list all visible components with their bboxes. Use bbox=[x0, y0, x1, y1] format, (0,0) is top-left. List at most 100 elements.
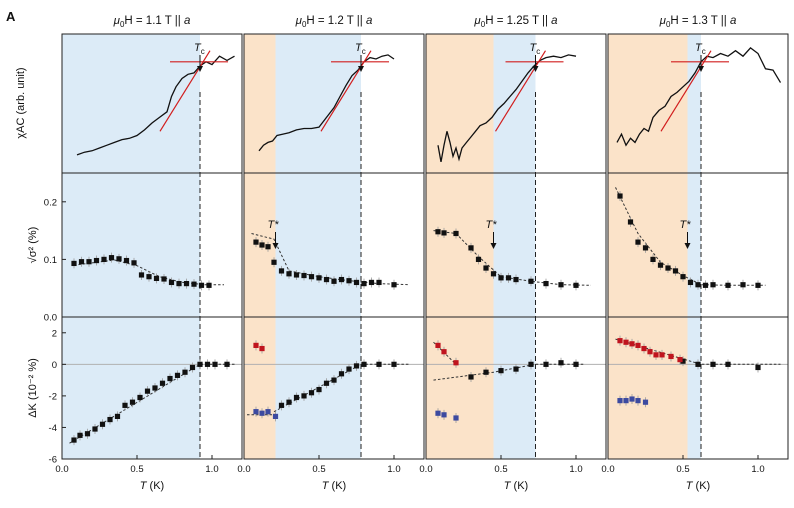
dk-point bbox=[391, 361, 397, 367]
tc-arrow-head bbox=[197, 66, 203, 72]
dk-point bbox=[376, 361, 382, 367]
dk-point bbox=[182, 369, 188, 375]
sigma-point bbox=[505, 275, 512, 281]
dk-point bbox=[152, 385, 158, 391]
dk-point bbox=[498, 368, 504, 374]
sigma-point bbox=[206, 282, 212, 288]
sigma-point bbox=[740, 282, 746, 288]
sigma-point bbox=[391, 282, 397, 288]
dk-point bbox=[573, 361, 579, 367]
sigma-point bbox=[513, 276, 519, 283]
sigma-point bbox=[286, 271, 292, 277]
tc-label: Tc bbox=[530, 42, 541, 56]
sigma-point bbox=[308, 274, 315, 280]
column-title: μ0H = 1.1 T || a bbox=[113, 15, 191, 29]
dk-point bbox=[543, 361, 549, 367]
blue-region bbox=[687, 34, 701, 459]
sigma-point bbox=[259, 242, 265, 248]
tc-label: Tc bbox=[695, 42, 706, 56]
tstar-label: T* bbox=[268, 219, 280, 231]
dk-y-tick-label: -4 bbox=[49, 423, 57, 434]
blue-region bbox=[275, 34, 361, 459]
plot-frame bbox=[607, 316, 789, 460]
sigma-point bbox=[116, 256, 122, 262]
dk-point bbox=[513, 366, 519, 372]
dk-point bbox=[695, 361, 701, 367]
dk-point bbox=[725, 361, 731, 367]
dk-positive-point bbox=[641, 345, 647, 352]
sigma-point bbox=[687, 279, 694, 286]
sigma-point bbox=[498, 275, 504, 281]
sigma-point bbox=[490, 271, 497, 277]
dk-negative-point bbox=[617, 398, 623, 404]
x-tick-label: 0.0 bbox=[237, 464, 250, 475]
dk-point bbox=[122, 402, 128, 408]
dk-point bbox=[755, 364, 761, 371]
sigma-point bbox=[316, 275, 322, 281]
dk-point bbox=[293, 394, 300, 401]
chi-ac-curve bbox=[258, 54, 395, 152]
tc-arrow-head bbox=[532, 66, 539, 72]
sigma-point bbox=[558, 282, 564, 288]
dk-negative-point bbox=[453, 415, 459, 421]
sigma-point bbox=[672, 268, 679, 274]
sigma-point bbox=[435, 229, 441, 235]
x-tick-label: 1.0 bbox=[205, 464, 218, 475]
chi-ac-curve bbox=[437, 54, 577, 163]
tstar-label: T* bbox=[680, 219, 692, 231]
dk-point bbox=[204, 361, 211, 367]
sigma-point bbox=[153, 275, 160, 282]
tstar-arrow-head bbox=[490, 243, 497, 249]
sigma-point bbox=[368, 279, 375, 286]
sigma-point bbox=[323, 276, 330, 283]
dk-point bbox=[129, 399, 136, 405]
sigma-y-tick-label: 0.1 bbox=[44, 255, 57, 266]
tstar-arrow-head bbox=[684, 243, 691, 249]
blue-region bbox=[62, 34, 200, 459]
sigma-point bbox=[665, 265, 671, 271]
orange-region bbox=[426, 34, 494, 459]
dk-point bbox=[316, 386, 322, 393]
panel-column-2: Tc T* μ0H = 1.2 T || a 0.0 0.5 1.0 T (K) bbox=[237, 15, 425, 492]
sigma-point bbox=[695, 282, 701, 288]
x-tick-label: 0.5 bbox=[312, 464, 325, 475]
dk-point bbox=[224, 361, 230, 367]
dk-positive-point bbox=[435, 342, 441, 348]
dk-point bbox=[346, 366, 352, 372]
dk-point bbox=[323, 380, 330, 386]
dk-positive-point bbox=[677, 357, 683, 363]
chi-fit-line bbox=[660, 50, 712, 132]
sigma-point bbox=[725, 282, 731, 288]
sigma-point bbox=[543, 280, 549, 287]
sigma-point bbox=[617, 193, 623, 199]
sigma-point bbox=[468, 245, 474, 251]
dk-y-tick-label: -2 bbox=[49, 391, 57, 402]
dk-point bbox=[99, 421, 106, 427]
dk-negative-point bbox=[642, 399, 649, 405]
dk-point bbox=[107, 416, 113, 423]
dk-point bbox=[212, 361, 218, 367]
sigma-point bbox=[657, 262, 664, 268]
dk-point bbox=[278, 402, 285, 408]
x-tick-label: 0.0 bbox=[601, 464, 614, 475]
dk-negative-point bbox=[272, 413, 279, 419]
sigma-point bbox=[441, 230, 447, 236]
sigma-point bbox=[146, 274, 152, 280]
dk-fit-line bbox=[69, 363, 235, 444]
dk-point bbox=[189, 364, 196, 371]
sigma-point bbox=[265, 244, 271, 250]
dk-point bbox=[84, 431, 91, 437]
column-title: μ0H = 1.25 T || a bbox=[473, 15, 557, 29]
sigma-point bbox=[573, 282, 579, 288]
sigma-point bbox=[176, 280, 182, 287]
dk-negative-point bbox=[435, 410, 441, 416]
sigma-point bbox=[101, 256, 107, 262]
dk-point bbox=[77, 432, 83, 438]
tstar-label: T* bbox=[486, 219, 498, 231]
dk-y-axis-label: ΔK (10⁻² %) bbox=[27, 358, 39, 418]
sigma-point bbox=[528, 278, 534, 284]
x-tick-label: 1.0 bbox=[751, 464, 764, 475]
x-tick-label: 0.0 bbox=[419, 464, 432, 475]
